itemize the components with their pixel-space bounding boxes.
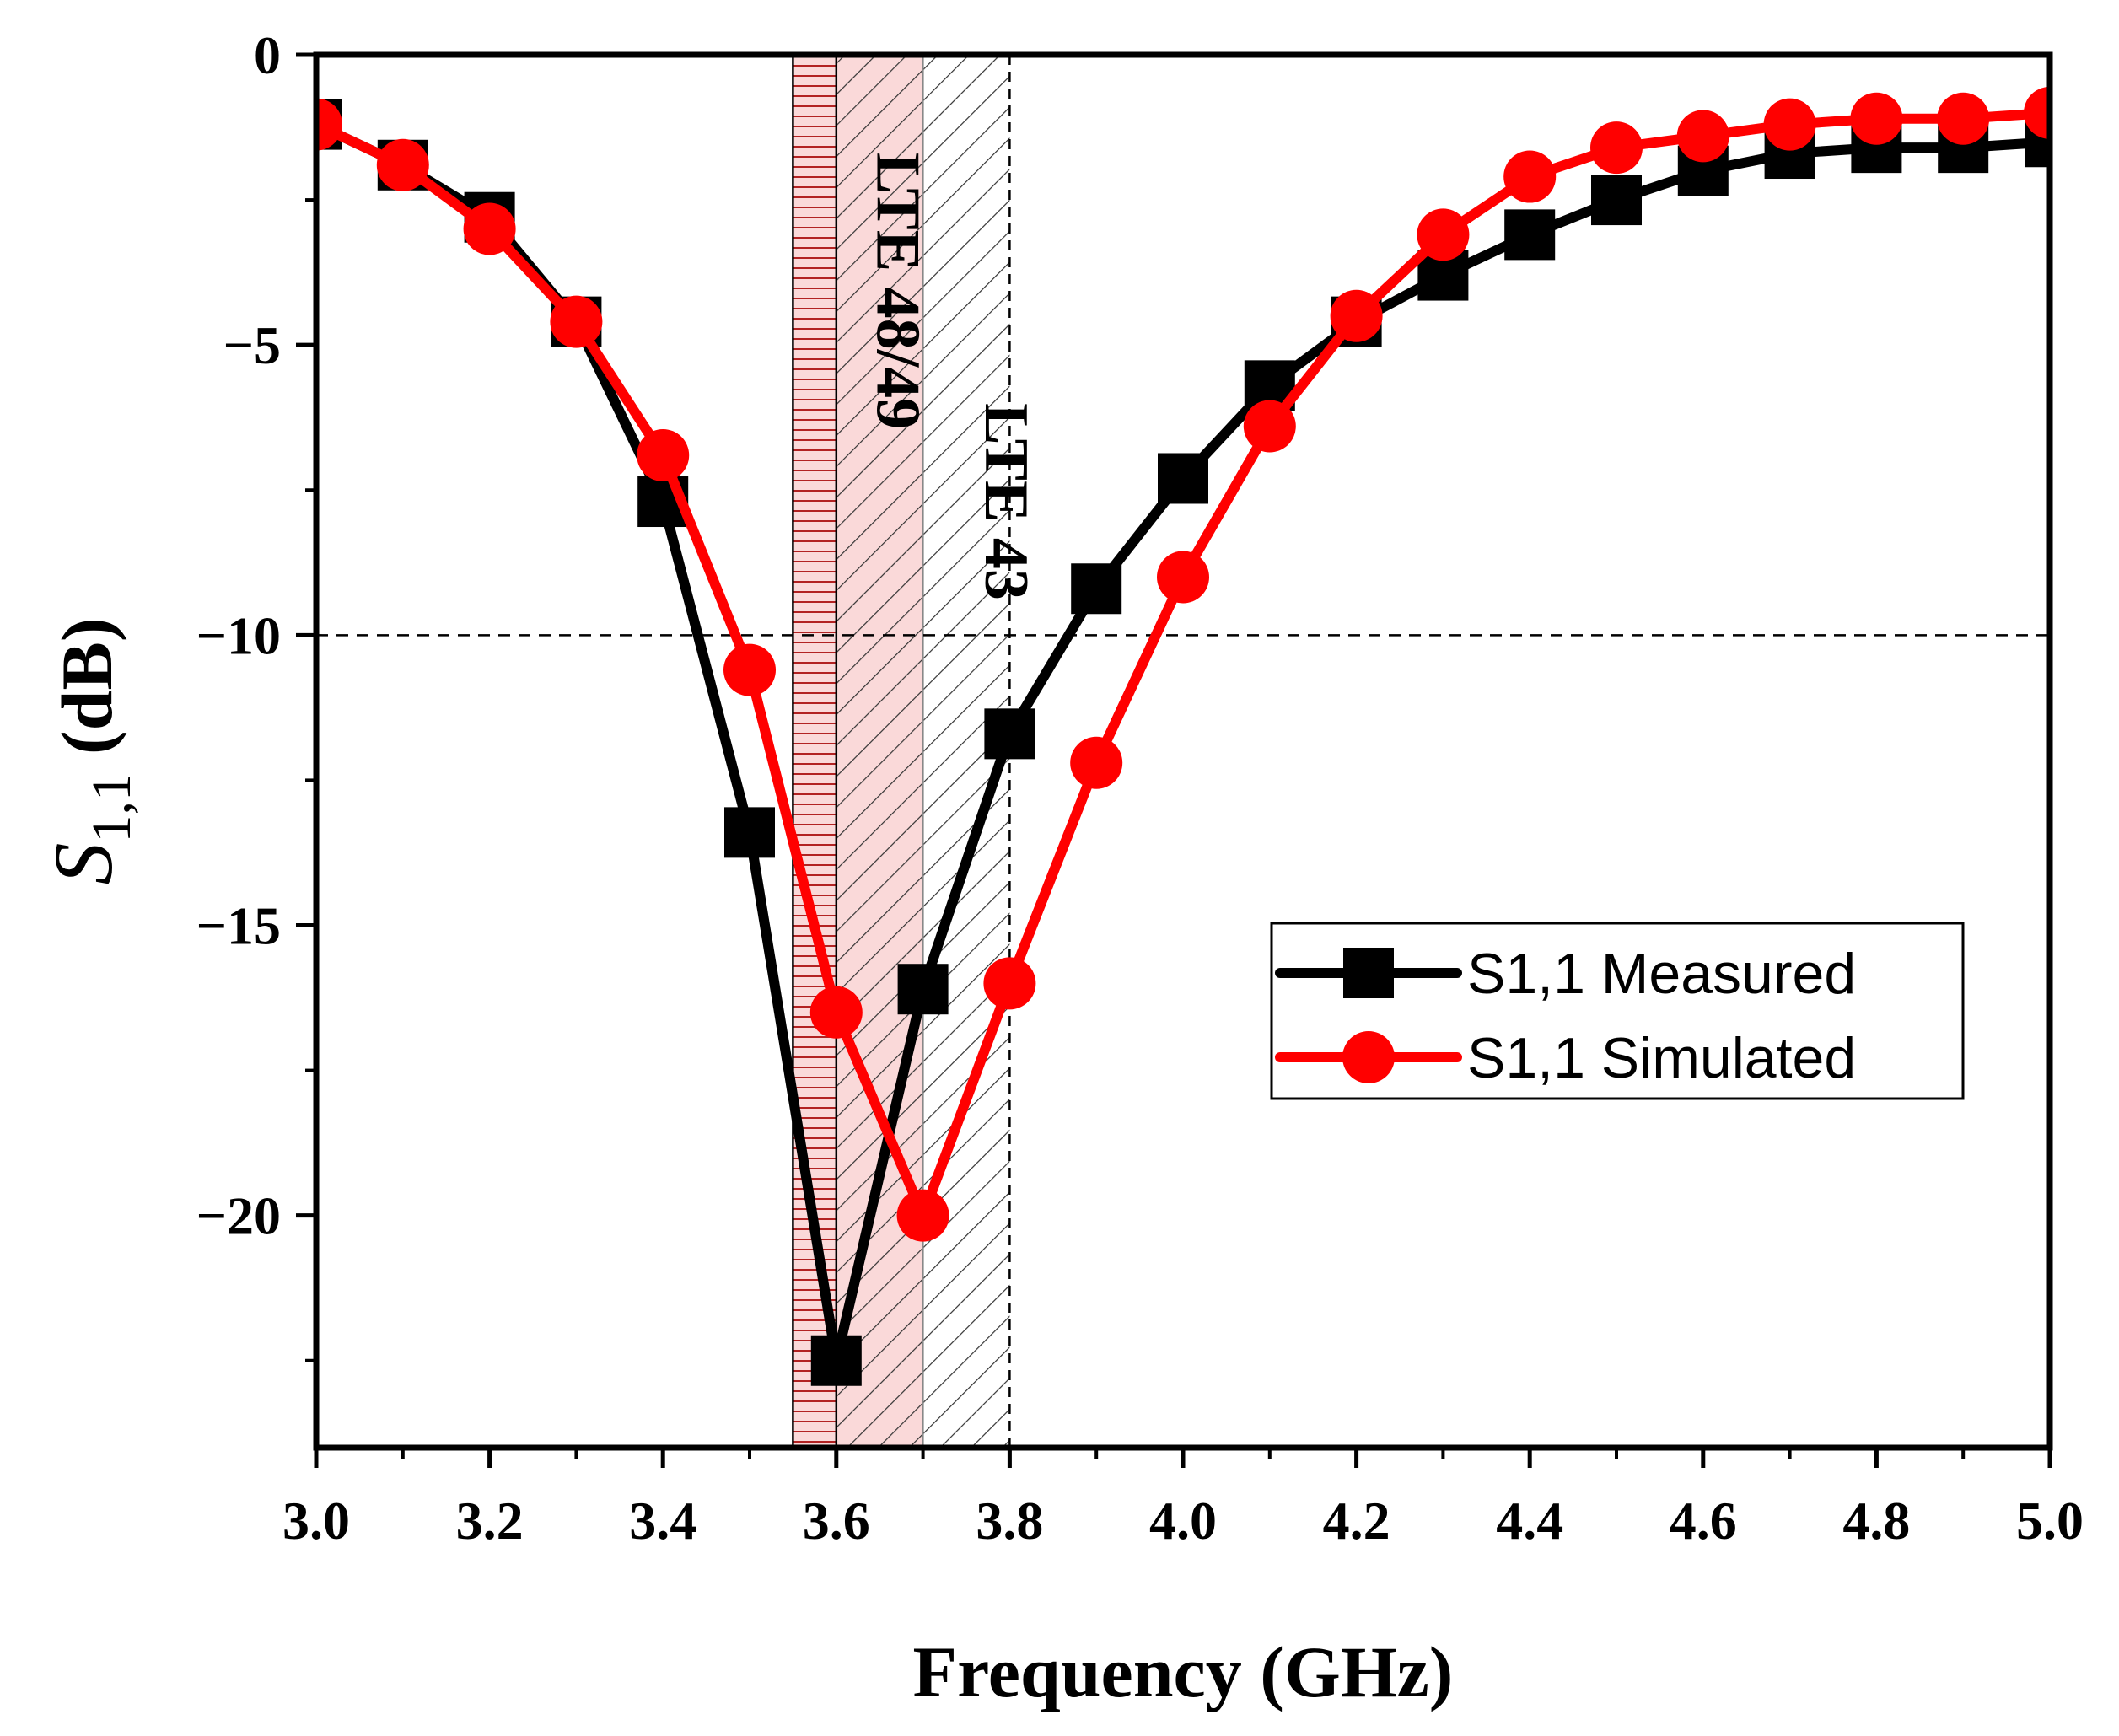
series-layer — [316, 86, 2050, 1386]
data-point-measured — [724, 807, 775, 858]
x-tick-label: 4.4 — [1496, 1491, 1563, 1551]
y-tick-label: 0 — [254, 25, 281, 85]
x-axis-ticks: 3.0 3.2 3.4 3.6 3.8 4.0 4.2 4.4 4.6 4.8 5.0 — [282, 1448, 2084, 1551]
y-tick-label: −20 — [196, 1186, 281, 1246]
plot-frame — [313, 51, 2053, 1451]
data-point-simulated — [983, 957, 1036, 1010]
legend-marker-measured — [1343, 948, 1394, 998]
data-point-measured — [810, 1335, 862, 1386]
data-point-simulated — [723, 643, 776, 696]
data-point-measured — [1158, 453, 1208, 504]
y-tick-label: −10 — [196, 605, 281, 665]
data-point-simulated — [316, 98, 342, 151]
data-point-measured — [984, 708, 1035, 760]
data-point-simulated — [550, 295, 603, 348]
x-tick-label: 5.0 — [2016, 1491, 2084, 1551]
y-tick-label: −5 — [223, 315, 281, 375]
data-point-measured — [1504, 209, 1556, 261]
x-tick-label: 4.6 — [1670, 1491, 1737, 1551]
y-axis-title: S1,1 (dB) — [36, 618, 143, 885]
x-tick-label: 3.4 — [629, 1491, 696, 1551]
x-tick-label: 3.2 — [456, 1491, 524, 1551]
data-point-simulated — [376, 138, 429, 191]
data-point-simulated — [637, 428, 690, 481]
legend: S1,1 Measured S1,1 Simulated — [1270, 922, 1965, 1100]
data-point-simulated — [2024, 86, 2050, 139]
legend-label-simulated: S1,1 Simulated — [1467, 1026, 1856, 1090]
data-point-simulated — [1157, 551, 1209, 604]
data-point-simulated — [463, 202, 516, 255]
data-point-simulated — [896, 1189, 949, 1242]
data-point-simulated — [1070, 736, 1123, 789]
y-axis-title-symbol: S — [36, 842, 130, 884]
x-tick-label: 4.8 — [1842, 1491, 1910, 1551]
y-tick-label: −15 — [196, 896, 281, 956]
frequency-bands — [792, 55, 1011, 1448]
y-axis-title-subscript: 1,1 — [81, 773, 143, 843]
data-point-simulated — [809, 986, 863, 1039]
data-point-simulated — [1676, 110, 1729, 163]
x-axis-title: Frequency (GHz) — [913, 1631, 1454, 1712]
x-tick-label: 3.6 — [803, 1491, 870, 1551]
legend-label-measured: S1,1 Measured — [1467, 942, 1856, 1006]
data-point-simulated — [1850, 92, 1903, 145]
x-tick-label: 4.0 — [1149, 1491, 1217, 1551]
data-point-simulated — [1417, 208, 1470, 261]
data-point-measured — [897, 964, 949, 1015]
band-label-lte48-49: LTE 48/49 — [863, 153, 933, 429]
data-point-simulated — [1763, 98, 1816, 151]
data-point-measured — [1591, 175, 1642, 226]
x-tick-label: 3.0 — [282, 1491, 350, 1551]
data-point-simulated — [1243, 400, 1296, 453]
y-axis-title-unit: (dB) — [46, 618, 127, 755]
legend-marker-simulated — [1342, 1031, 1395, 1083]
x-tick-label: 4.2 — [1323, 1491, 1390, 1551]
data-point-simulated — [1590, 121, 1643, 175]
data-point-simulated — [1937, 92, 1990, 145]
data-point-simulated — [1503, 150, 1557, 203]
band-label-lte43: LTE 43 — [971, 403, 1041, 600]
x-tick-label: 3.8 — [976, 1491, 1043, 1551]
data-point-measured — [1071, 563, 1122, 615]
data-point-simulated — [1330, 289, 1383, 342]
y-axis-ticks: 0 −5 −10 −15 −20 — [196, 25, 316, 1362]
